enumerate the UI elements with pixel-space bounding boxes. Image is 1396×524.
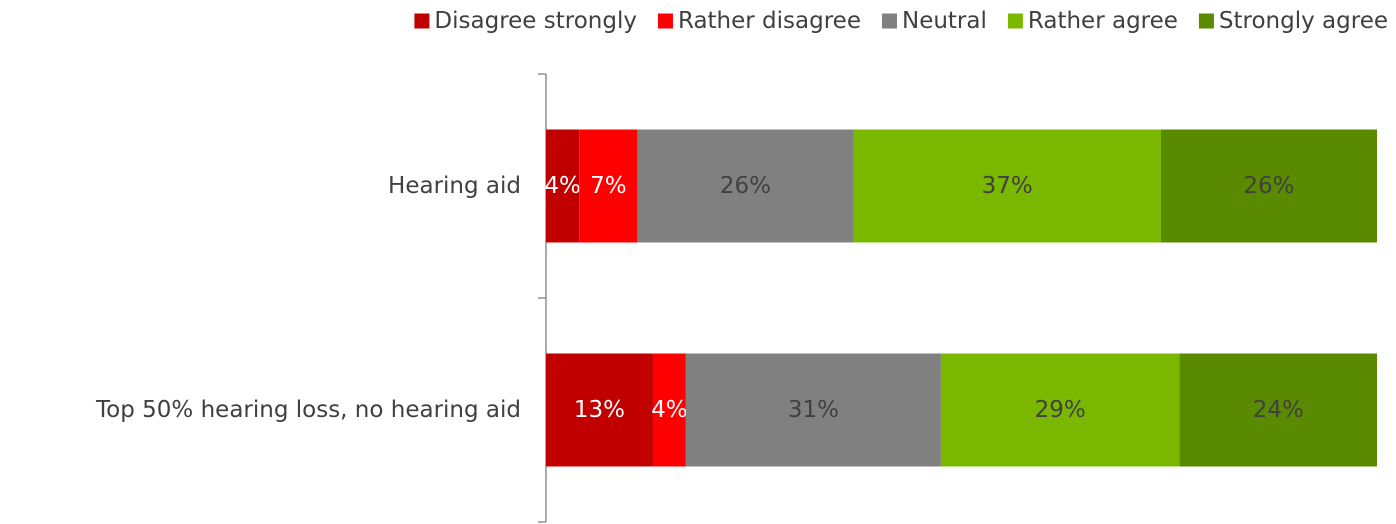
bars: 4% 7% 26% 37% 26% 13% 4% 31% 29% 24% <box>544 129 1377 467</box>
bar-segment-rather-agree-hearing-aid <box>853 129 1161 243</box>
legend-item-disagree-strongly: Disagree strongly <box>414 8 637 34</box>
bar-segment-rather-disagree-top-50-hearing-loss-no-hearing-aid <box>652 353 686 467</box>
bar-segment-rather-disagree-hearing-aid <box>579 129 638 243</box>
bar-segment-strongly-agree-top-50-hearing-loss-no-hearing-aid <box>1179 353 1377 467</box>
legend-item-strongly-agree: Strongly agree <box>1198 8 1388 34</box>
data-label-strongly-agree-hearing-aid: 26% <box>1243 173 1294 199</box>
legend-item-rather-agree: Rather agree <box>1007 8 1178 34</box>
data-label-disagree-strongly-top-50-hearing-loss-no-hearing-aid: 13% <box>574 397 625 423</box>
legend-item-neutral: Neutral <box>881 8 987 34</box>
data-label-disagree-strongly-hearing-aid: 4% <box>544 173 581 199</box>
legend-swatch <box>1198 13 1214 29</box>
legend-swatch <box>881 13 897 29</box>
category-axis: Hearing aid Top 50% hearing loss, no hear… <box>95 73 547 523</box>
data-label-rather-agree-hearing-aid: 37% <box>982 173 1033 199</box>
data-label-rather-agree-top-50-hearing-loss-no-hearing-aid: 29% <box>1035 397 1086 423</box>
bar-segment-rather-agree-top-50-hearing-loss-no-hearing-aid <box>940 353 1180 467</box>
data-label-neutral-hearing-aid: 26% <box>720 173 771 199</box>
legend-label: Neutral <box>902 8 987 34</box>
bar-segment-disagree-strongly-top-50-hearing-loss-no-hearing-aid <box>546 353 653 467</box>
legend-swatch <box>657 13 673 29</box>
legend-label: Disagree strongly <box>434 8 637 34</box>
legend-label: Strongly agree <box>1219 8 1388 34</box>
legend-label: Rather agree <box>1028 8 1178 34</box>
bar-segment-neutral-top-50-hearing-loss-no-hearing-aid <box>685 353 941 467</box>
legend: Disagree strongly Rather disagree Neutral R… <box>414 8 1388 34</box>
bar-segment-neutral-hearing-aid <box>637 129 854 243</box>
data-label-neutral-top-50-hearing-loss-no-hearing-aid: 31% <box>788 397 839 423</box>
legend-swatch <box>1007 13 1023 29</box>
legend-item-rather-disagree: Rather disagree <box>657 8 861 34</box>
category-label-top-50-hearing-loss-no-hearing-aid: Top 50% hearing loss, no hearing aid <box>95 397 521 423</box>
category-label-hearing-aid: Hearing aid <box>388 173 521 199</box>
bar-segment-disagree-strongly-hearing-aid <box>546 129 580 243</box>
legend-label: Rather disagree <box>678 8 861 34</box>
data-label-rather-disagree-hearing-aid: 7% <box>590 173 627 199</box>
bar-segment-strongly-agree-hearing-aid <box>1160 129 1377 243</box>
data-label-strongly-agree-top-50-hearing-loss-no-hearing-aid: 24% <box>1253 397 1304 423</box>
data-label-rather-disagree-top-50-hearing-loss-no-hearing-aid: 4% <box>651 397 688 423</box>
legend-swatch <box>414 13 430 29</box>
